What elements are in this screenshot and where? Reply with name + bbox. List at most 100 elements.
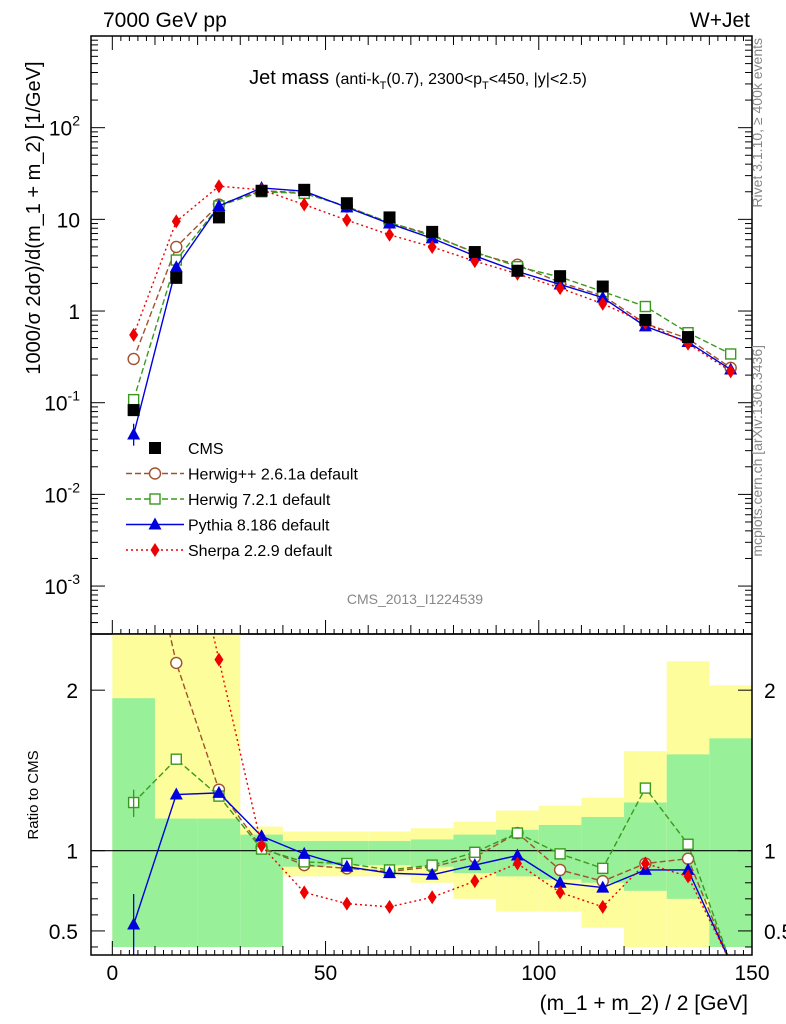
header-energy-label: 7000 GeV pp bbox=[103, 9, 227, 32]
ratio-series-point bbox=[214, 652, 224, 667]
y-tick-label: 10 bbox=[57, 209, 80, 232]
ratio-series-point bbox=[682, 838, 694, 850]
legend-marker bbox=[148, 517, 162, 530]
legend: CMS Herwig++ 2.6.1a default Herwig 7.2.1 d… bbox=[126, 441, 358, 560]
y-tick-label: 1 bbox=[68, 301, 80, 324]
legend-marker bbox=[148, 467, 162, 480]
ratio-series-point bbox=[468, 858, 482, 871]
y-tick-exponent: 2 bbox=[72, 113, 80, 129]
ratio-series-point bbox=[511, 827, 524, 839]
main-series-point bbox=[127, 352, 140, 366]
ratio-series-point bbox=[170, 753, 182, 765]
main-series-point bbox=[427, 239, 437, 254]
main-series-point bbox=[170, 240, 183, 254]
main-series-layer bbox=[127, 179, 738, 647]
main-title-detail: (anti-k bbox=[335, 71, 380, 88]
ratio-series-point bbox=[512, 856, 522, 871]
ratio-series-point bbox=[469, 846, 481, 858]
x-tick-label: 150 bbox=[734, 962, 769, 985]
ratio-series-point bbox=[510, 848, 524, 861]
ratio-series-line bbox=[169, 634, 729, 955]
main-series-point bbox=[214, 179, 224, 194]
cms-data-point bbox=[383, 211, 396, 224]
ratio-series-point bbox=[383, 866, 397, 879]
main-series-point bbox=[555, 281, 565, 296]
legend-entry-label: Sherpa 2.2.9 default bbox=[188, 543, 333, 560]
ratio-series-point bbox=[170, 656, 183, 670]
main-title-sub2: T bbox=[482, 80, 489, 92]
mcplots-reference-label: mcplots.cern.ch [arXiv:1306.3436] bbox=[749, 345, 765, 557]
cms-data-point bbox=[468, 246, 481, 259]
x-tick-label: 0 bbox=[106, 962, 118, 985]
ratio-y-axis-label: Ratio to CMS bbox=[25, 750, 42, 839]
y-tick-label: 102 bbox=[49, 113, 80, 141]
ratio-band-inner-bin bbox=[624, 802, 667, 891]
main-title-detail3: <450, |y|<2.5) bbox=[489, 71, 587, 88]
ratio-band-inner-bin bbox=[709, 738, 752, 947]
y-tick-label: 10-2 bbox=[44, 479, 80, 507]
cms-data-point bbox=[639, 313, 652, 326]
legend-marker bbox=[150, 543, 160, 557]
cms-data-point bbox=[511, 264, 524, 277]
y-tick-exponent: -2 bbox=[68, 479, 81, 495]
cms-data-point bbox=[170, 271, 183, 284]
analysis-watermark: CMS_2013_I1224539 bbox=[347, 591, 483, 607]
main-series-point bbox=[639, 300, 652, 313]
main-series-point bbox=[129, 327, 139, 342]
ratio-tick-label-right: 0.5 bbox=[764, 921, 786, 944]
cms-data-point bbox=[725, 635, 737, 647]
main-series-point bbox=[342, 213, 352, 228]
ratio-series-point bbox=[297, 846, 311, 859]
y-axis-label: 1000/σ 2dσ)/d(m_1 + m_2) [1/GeV] bbox=[23, 61, 45, 374]
main-series-point bbox=[596, 290, 610, 303]
ratio-tick-label-right: 1 bbox=[764, 841, 776, 864]
ratio-series-point bbox=[598, 899, 608, 914]
x-tick-label: 50 bbox=[314, 962, 337, 985]
ratio-series-point bbox=[385, 899, 395, 914]
y-tick-exponent: -3 bbox=[68, 571, 81, 587]
main-series-line bbox=[132, 185, 732, 372]
ratio-tick-label-right: 2 bbox=[764, 680, 776, 703]
ratio-series-point bbox=[427, 890, 437, 905]
ratio-series-point bbox=[299, 885, 309, 900]
ratio-panel-frame bbox=[90, 633, 753, 956]
cms-data-point bbox=[298, 183, 311, 196]
legend-entry-label: Herwig++ 2.6.1a default bbox=[188, 467, 358, 484]
cms-data-point bbox=[554, 270, 567, 283]
ratio-series-point bbox=[212, 785, 226, 798]
ratio-series-point bbox=[342, 896, 352, 911]
y-tick-base: 10 bbox=[44, 393, 67, 416]
main-title-text: Jet mass bbox=[249, 67, 329, 89]
ratio-series-point bbox=[340, 859, 354, 872]
main-title-detail2: (0.7), 2300<p bbox=[386, 71, 482, 88]
legend-marker bbox=[149, 442, 161, 454]
main-series-point bbox=[724, 348, 737, 360]
y-tick-base: 10 bbox=[49, 118, 72, 141]
ratio-series-point bbox=[554, 848, 566, 860]
ratio-series-point bbox=[555, 885, 565, 900]
main-series-point bbox=[299, 197, 309, 212]
main-series-point bbox=[726, 364, 736, 379]
main-title: Jet mass (anti-kT(0.7), 2300<pT<450, |y|<… bbox=[249, 67, 587, 92]
cms-data-point bbox=[127, 404, 140, 417]
legend-marker bbox=[149, 493, 161, 505]
cms-data-point bbox=[255, 184, 268, 197]
ratio-tick-label-left: 1 bbox=[66, 841, 78, 864]
main-series-point bbox=[171, 214, 181, 229]
ratio-series-line bbox=[133, 758, 729, 955]
ratio-band-inner-bin bbox=[197, 818, 241, 947]
ratio-series-point bbox=[257, 838, 267, 853]
y-tick-label: 10-3 bbox=[44, 571, 80, 599]
cms-data-point bbox=[212, 211, 225, 224]
ratio-series-point bbox=[597, 862, 609, 875]
main-series-point bbox=[598, 296, 608, 311]
ratio-series-point bbox=[169, 787, 183, 800]
y-tick-base: 1 bbox=[68, 301, 80, 324]
header-process-label: W+Jet bbox=[690, 9, 750, 32]
y-tick-label: 10-1 bbox=[44, 388, 80, 416]
cms-data-point bbox=[682, 331, 695, 344]
ratio-tick-label-left: 2 bbox=[66, 680, 78, 703]
